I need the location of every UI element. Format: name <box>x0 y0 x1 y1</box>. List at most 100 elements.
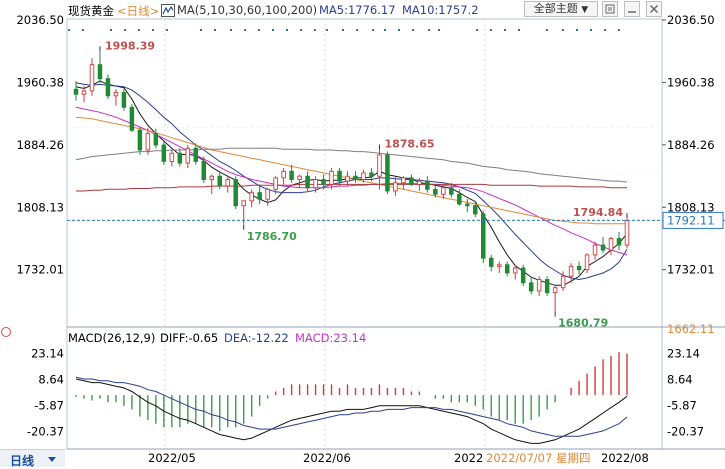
candle-body <box>121 92 127 108</box>
price-axis-label: 1732.01 <box>667 263 715 277</box>
macd-axis-label: -5.87 <box>667 399 697 413</box>
candle-body <box>337 170 342 182</box>
candle-body <box>281 170 286 179</box>
price-axis-low-label: 1662.11 <box>667 322 715 336</box>
event-marker <box>314 29 316 31</box>
event-marker <box>356 29 358 31</box>
cursor-date-label: 2022/07/07 星期四 <box>486 451 590 465</box>
candle-body <box>201 161 207 180</box>
time-axis-layer: 2022/05 2022/06 2022 2022/08 2022/07/07 星期四 <box>148 451 649 465</box>
annotation-layer: 1998.39 1786.70 1878.65 1680.79 1794.84 <box>67 39 725 330</box>
annotation-high-label: 1998.39 <box>105 39 155 52</box>
candle-body <box>465 203 470 207</box>
event-marker <box>124 29 126 31</box>
close-icon <box>650 5 658 13</box>
candle-body <box>73 88 79 95</box>
event-marker <box>300 29 302 31</box>
candle-body <box>576 265 582 271</box>
macd-diff-line <box>75 378 628 444</box>
candle-body <box>457 193 462 205</box>
candle-body <box>512 267 518 274</box>
ma-line-ma30 <box>75 106 628 256</box>
candle-body <box>528 282 534 292</box>
candle-body <box>169 152 175 162</box>
event-marker <box>546 29 548 31</box>
candle-body <box>600 244 606 251</box>
event-marker <box>200 29 202 31</box>
instrument-name: 现货黄金 <box>68 4 114 18</box>
annotation-low-label: 1786.70 <box>247 230 297 243</box>
candle-body <box>361 172 366 180</box>
date-label: 2022/05 <box>148 451 196 465</box>
chart-toolbar: 现货黄金 <日线> MA(5,10,30,60,100,200) MA5:177… <box>0 0 662 19</box>
ma-line-ma200 <box>76 183 627 192</box>
period-tab[interactable]: 日线 <box>0 449 65 468</box>
candle-body <box>321 179 326 185</box>
candle-body <box>313 179 318 189</box>
indicator-gear-icon[interactable] <box>1 327 11 337</box>
candle-body <box>161 144 167 162</box>
event-marker <box>68 29 70 31</box>
event-marker <box>590 29 592 31</box>
candle-body <box>425 180 430 190</box>
ma-line-ma100 <box>75 147 628 183</box>
macd-layer: 23.14 23.14 8.64 8.64 -5.87 -5.87 -20.37 -20.37 <box>27 347 704 444</box>
event-marker <box>412 29 414 31</box>
annotation-high-label: 1878.65 <box>384 137 434 150</box>
minimize-button[interactable] <box>624 1 640 17</box>
theme-dropdown[interactable]: 全部主题 ▼ <box>524 1 598 17</box>
candle-body <box>289 170 294 180</box>
macd-axis-label-left: -20.37 <box>27 425 64 439</box>
candle-body <box>449 187 454 195</box>
candle-body <box>377 154 382 177</box>
settings-icon <box>605 4 615 14</box>
event-marker <box>342 29 344 31</box>
ma-indicator-icon[interactable] <box>161 4 175 17</box>
candle-body <box>584 254 590 271</box>
current-price-label: 1792.11 <box>667 213 715 227</box>
event-marker <box>604 29 606 31</box>
candle-body <box>97 64 103 80</box>
candle-body <box>249 192 254 202</box>
macd-title: MACD(26,12,9) <box>68 331 156 345</box>
theme-dropdown-label: 全部主题 <box>533 2 578 15</box>
candle-body <box>305 175 310 189</box>
close-button[interactable] <box>646 1 662 17</box>
candle-body <box>481 213 486 259</box>
event-marker <box>576 29 578 31</box>
price-axis-label: 1884.26 <box>667 138 715 152</box>
event-marker <box>244 29 246 31</box>
period-selector[interactable]: <日线> <box>117 4 160 18</box>
candle-body <box>297 175 302 180</box>
ma-parameters[interactable]: MA(5,10,30,60,100,200) <box>177 3 318 17</box>
macd-axis-label: -20.37 <box>667 425 704 439</box>
event-marker <box>152 29 154 31</box>
candle-body <box>241 200 246 207</box>
event-marker <box>110 29 112 31</box>
candle-body <box>504 264 510 274</box>
candle-body <box>568 265 574 277</box>
candle-body <box>113 92 119 97</box>
event-marker <box>438 29 440 31</box>
candle-body <box>417 180 422 185</box>
candle-body <box>129 106 135 131</box>
event-marker <box>214 29 216 31</box>
candle-body <box>369 172 374 177</box>
candle-body <box>257 192 262 200</box>
event-marker <box>230 29 232 31</box>
chevron-down-icon: ▼ <box>581 5 589 15</box>
candle-body <box>560 275 566 289</box>
macd-axis-label: 23.14 <box>667 347 700 361</box>
event-marker <box>166 29 168 31</box>
event-marker <box>372 29 374 31</box>
chart-settings-button[interactable] <box>602 1 618 17</box>
ma10-value: MA10:1757.2 <box>402 3 479 17</box>
candle-body <box>185 147 191 164</box>
candle-body <box>608 238 614 251</box>
event-marker <box>562 29 564 31</box>
current-price-box <box>662 211 724 229</box>
period-tab-label: 日线 <box>10 454 35 468</box>
candle-body <box>433 188 438 195</box>
price-axis-label-left: 2036.50 <box>16 13 64 27</box>
